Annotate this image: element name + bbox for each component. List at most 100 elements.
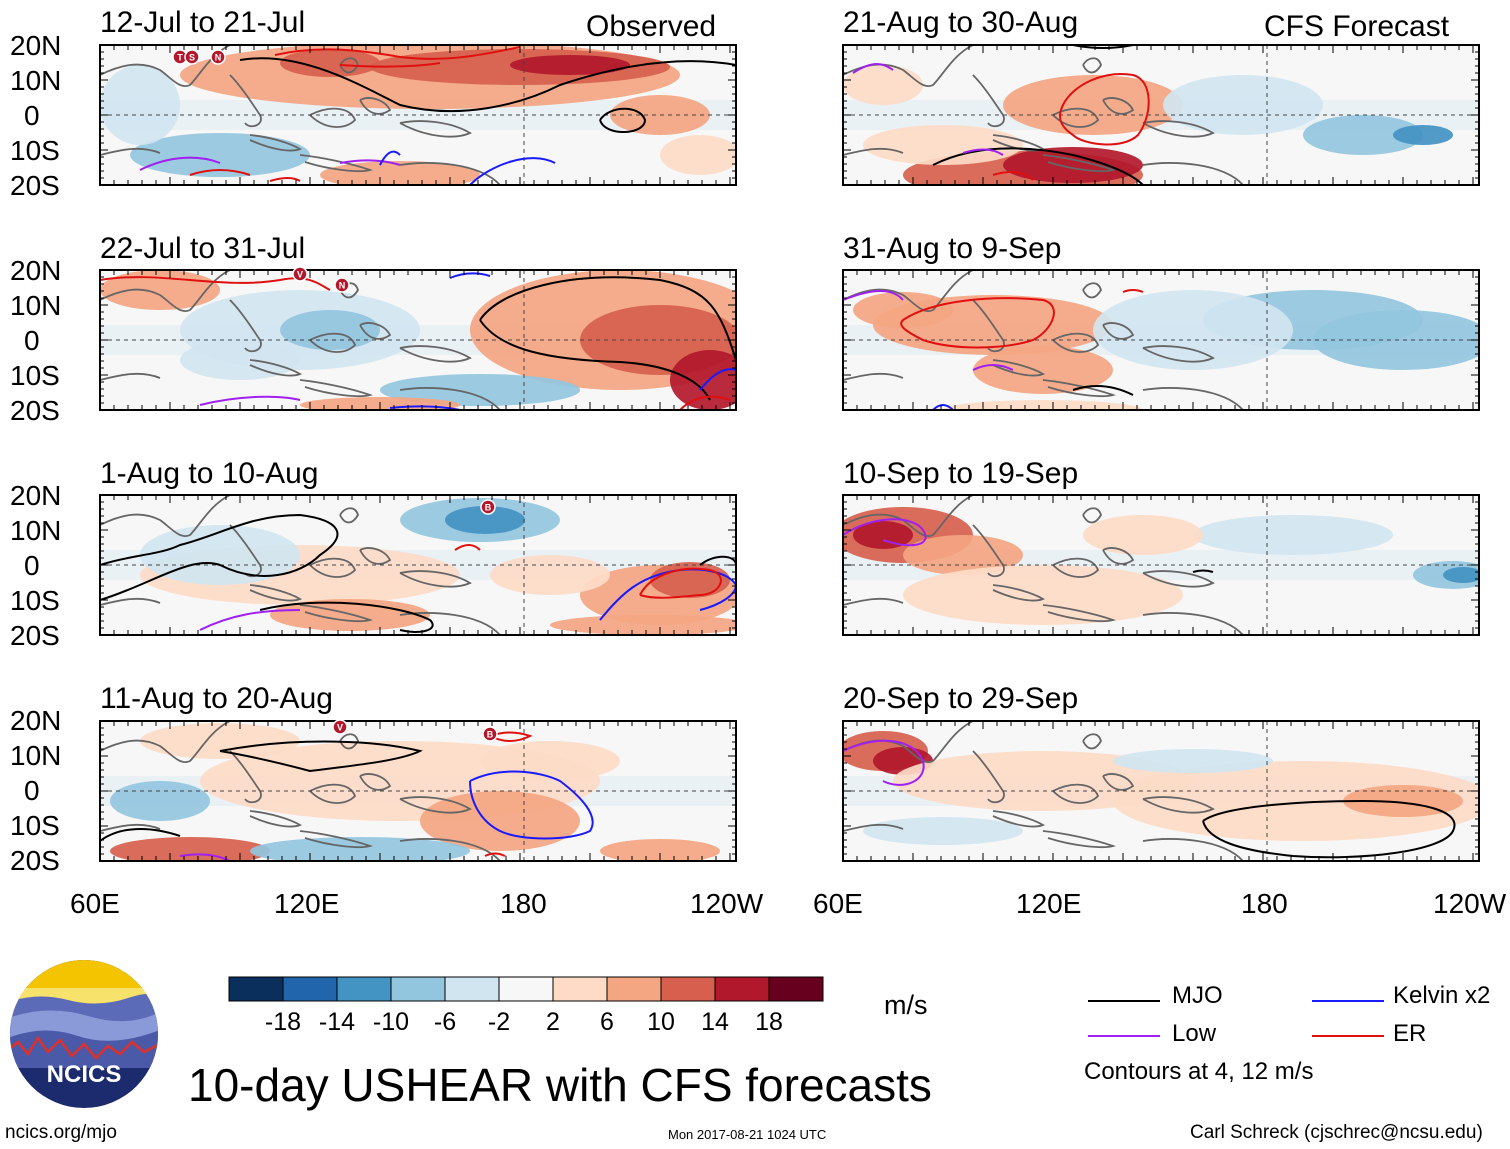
coastline [399, 387, 501, 410]
contour-legend: MJO Kelvin x2 Low ER Contours at 4, 12 m… [1084, 980, 1508, 1100]
panel-3-period-label: 1-Aug to 10-Aug [100, 457, 319, 490]
wave-contour [454, 544, 481, 551]
contour-note: Contours at 4, 12 m/s [1084, 1058, 1314, 1085]
coastline [299, 154, 373, 173]
lat-tick: 0 [24, 100, 40, 131]
coastline [1102, 97, 1135, 115]
legend-label-kelvin: Kelvin x2 [1393, 982, 1491, 1009]
coastline [1042, 379, 1116, 398]
coastline [309, 332, 357, 353]
wave-contour [1202, 799, 1456, 859]
map-panel-2 [99, 269, 737, 411]
coastline [399, 162, 501, 185]
shear-anomaly-shading [853, 292, 953, 328]
coastline [100, 823, 161, 832]
shear-anomaly-shading [863, 125, 1023, 165]
coastline [249, 584, 303, 602]
colorbar-tick-label: -18 [265, 1008, 301, 1036]
colorbar-swatch [336, 976, 392, 1002]
lon-tick-right-120w: 120W [1433, 888, 1507, 919]
shear-anomaly-shading [445, 506, 525, 534]
lat-tick: 20N [10, 480, 62, 511]
colorbar-tick-label: -14 [319, 1008, 355, 1036]
coastline [299, 604, 373, 623]
coastline [1082, 507, 1102, 524]
coastline [339, 733, 359, 750]
wave-contour [699, 368, 736, 391]
coastline [249, 810, 303, 828]
coastline [399, 345, 472, 363]
storm-marker-icon: N [334, 277, 350, 293]
figure-title: 10-day USHEAR with CFS forecasts [188, 1059, 932, 1111]
shear-anomaly-shading [100, 65, 180, 145]
coastline [359, 547, 392, 565]
ncics-logo: NCICS [10, 960, 158, 1108]
lat-axis-row-4: 20N 10N 0 10S 20S [10, 703, 76, 878]
map-panel-4 [99, 720, 737, 862]
shear-anomaly-shading [943, 400, 1143, 410]
shear-anomaly-shading [1003, 147, 1143, 183]
shear-anomaly-shading [480, 741, 620, 781]
coastline [249, 359, 303, 377]
coastline [1052, 107, 1100, 128]
storm-marker-letter: V [337, 723, 343, 733]
lat-axis-row-1: 20N 10N 0 10S 20S [10, 28, 76, 203]
coastline [1082, 57, 1102, 74]
storm-marker-icon: B [482, 726, 498, 742]
coastline [399, 838, 501, 861]
shear-anomaly-shading [100, 270, 220, 310]
wave-contour [1192, 569, 1214, 573]
coastline [1042, 604, 1116, 623]
shear-anomaly-shading [1443, 567, 1479, 583]
footer-url[interactable]: ncics.org/mjo [5, 1122, 117, 1143]
shear-anomaly-shading [670, 350, 736, 410]
wave-contour [843, 739, 925, 786]
wave-contour [900, 297, 1055, 349]
shear-anomaly-shading [380, 374, 580, 406]
legend-label-mjo: MJO [1172, 982, 1223, 1009]
lat-tick: 10S [10, 360, 60, 391]
storm-marker-icon: S [184, 49, 200, 65]
wave-contour [639, 567, 722, 599]
shear-anomaly-shading [863, 817, 1023, 845]
wave-contour [100, 828, 181, 842]
shear-anomaly-shading [650, 562, 730, 598]
coastline [1052, 557, 1100, 578]
wave-contour [199, 609, 301, 631]
colorbar-swatch [714, 976, 770, 1002]
shear-anomaly-shading [130, 133, 310, 177]
legend-label-low: Low [1172, 1020, 1217, 1047]
shear-anomaly-shading [510, 55, 630, 75]
wave-contour [339, 62, 441, 68]
wave-contour [599, 107, 647, 133]
colorbar-tick-label: 14 [701, 1008, 729, 1036]
wave-contour [274, 46, 521, 60]
shear-anomaly-shading [420, 791, 580, 851]
coastline [359, 773, 392, 791]
coastline [399, 570, 472, 588]
colorbar-swatch [552, 976, 608, 1002]
lat-tick: 10N [10, 290, 62, 321]
lat-tick: 0 [24, 325, 40, 356]
panel-4-period-label: 11-Aug to 20-Aug [100, 682, 333, 715]
shear-anomaly-shading [110, 781, 210, 821]
map-panel-3 [99, 494, 737, 636]
coastline [992, 810, 1046, 828]
lat-tick: 10N [10, 515, 62, 546]
map-panel-7 [842, 494, 1480, 636]
wave-contour [469, 157, 556, 185]
coastline [1052, 332, 1100, 353]
panel-7-period-label: 10-Sep to 19-Sep [843, 457, 1079, 490]
wave-contour [219, 740, 423, 773]
coastline [992, 584, 1046, 602]
lat-tick: 20S [10, 845, 60, 876]
coastline [1142, 162, 1244, 185]
storm-marker-letter: B [485, 503, 492, 513]
colorbar-tick-label: -10 [373, 1008, 409, 1036]
coastline [339, 507, 359, 524]
wave-contour [484, 852, 506, 857]
lon-tick-left-120w: 120W [690, 888, 764, 919]
storm-marker-icon: B [480, 499, 496, 515]
coastline [100, 372, 161, 381]
coastline [1102, 547, 1135, 565]
